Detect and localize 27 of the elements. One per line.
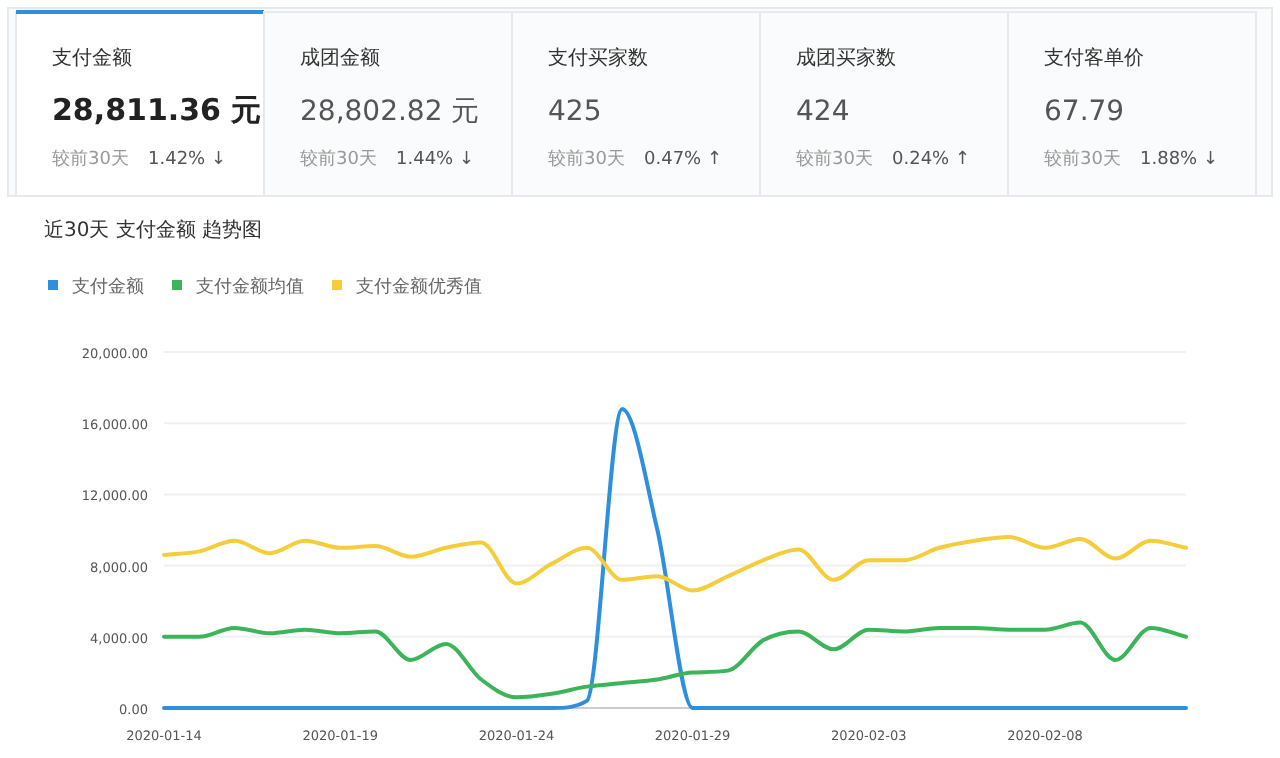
text: 1.88% ↓ <box>1140 150 1218 170</box>
line-series <box>162 535 1188 593</box>
text: 较前30天 <box>300 148 377 170</box>
text: 较前30天 <box>52 148 129 170</box>
text: 较前30天 <box>1044 148 1121 170</box>
text: 28,802.82 元 <box>300 96 480 128</box>
category-label: 支付金额 <box>52 46 132 70</box>
text: 425 <box>548 96 602 128</box>
text: 28,811.36 元 <box>52 92 262 128</box>
text: 较前30天 <box>796 148 873 170</box>
text: 0.47% ↑ <box>644 150 722 170</box>
text: 67.79 <box>1044 96 1125 128</box>
chart-title: 近30天 支付金额 趋势图 <box>44 218 263 242</box>
text: 0.24% ↑ <box>892 150 970 170</box>
legend-label: 支付金额均值 <box>196 276 304 298</box>
line-series <box>162 620 1188 700</box>
text: 1.42% ↓ <box>148 150 226 170</box>
legend-label: 支付金额 <box>72 276 144 298</box>
category-label: 支付客单价 <box>1044 46 1144 70</box>
category-label: 支付买家数 <box>548 46 648 70</box>
text: 424 <box>796 96 850 128</box>
legend-label: 支付金额优秀值 <box>356 276 482 298</box>
text: 较前30天 <box>548 148 625 170</box>
category-label: 成团金额 <box>300 46 380 70</box>
category-label: 成团买家数 <box>796 46 896 70</box>
line-series <box>162 406 1188 710</box>
text: 1.44% ↓ <box>396 150 474 170</box>
